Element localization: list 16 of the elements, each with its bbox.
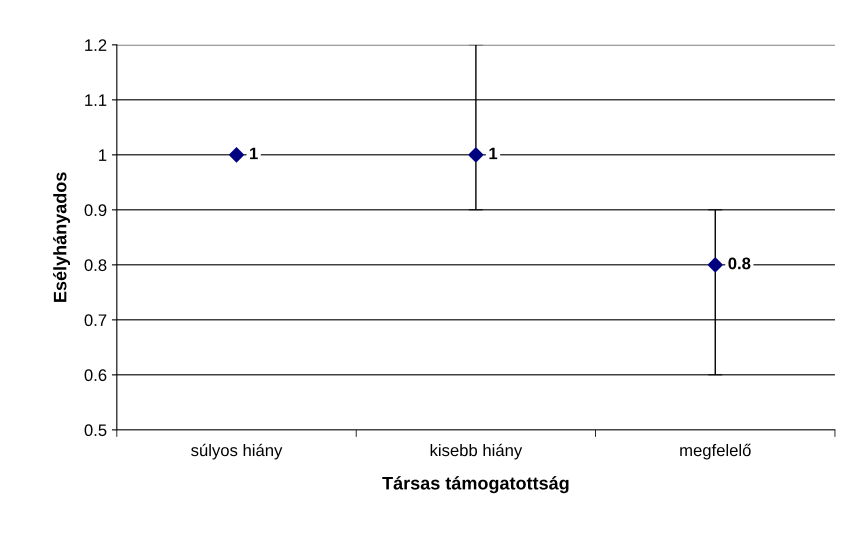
- y-tick-label: 0.7: [84, 314, 106, 326]
- y-tick-label: 0.5: [84, 424, 106, 436]
- x-tick-label: kisebb hiány: [430, 444, 522, 460]
- y-tick-label: 0.8: [84, 259, 106, 272]
- y-tick-label: 1.1: [85, 94, 106, 106]
- y-tick-label: 0.9: [84, 204, 106, 216]
- y-tick-label: 1: [99, 149, 106, 161]
- y-tick-label: 1.2: [85, 39, 106, 51]
- data-label: 1: [250, 148, 258, 160]
- y-tick-label: 0.6: [84, 369, 106, 382]
- data-label: 1: [489, 148, 498, 160]
- y-axis-title: Esélyhányados: [53, 172, 70, 302]
- x-tick-label: súlyos hiány: [191, 444, 282, 460]
- data-label: 0.8: [728, 258, 750, 270]
- x-axis-title: Társas támogatottság: [382, 476, 568, 494]
- x-tick-label: megfelelő: [680, 444, 751, 460]
